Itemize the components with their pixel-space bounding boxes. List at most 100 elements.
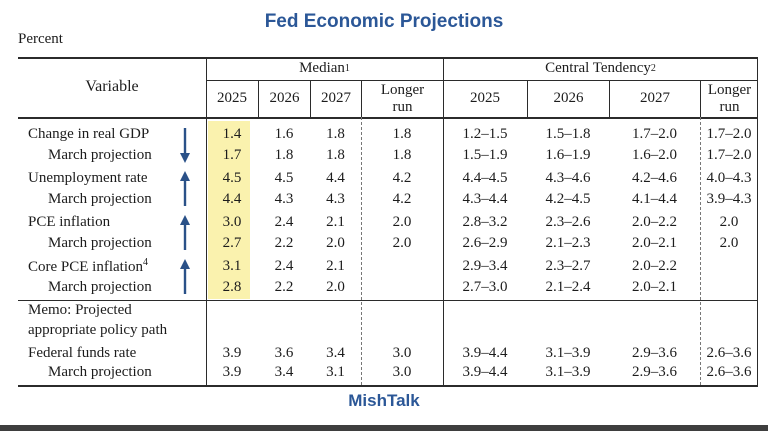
central-year-2027-header: 2027 [609, 80, 700, 117]
table-row: March projection 3.9 3.4 3.1 3.0 3.9–4.4… [18, 363, 758, 382]
table-row: Federal funds rate 3.9 3.6 3.4 3.0 3.9–4… [18, 344, 758, 363]
cell: 2.0–2.2 [632, 214, 677, 230]
variable-label: March projection [48, 191, 152, 207]
variable-label: March projection [48, 147, 152, 163]
gdp-group: Change in real GDP 1.4 1.6 1.8 1.8 1.2–1… [18, 124, 758, 166]
cell: 2.0 [392, 235, 412, 251]
cell: 3.0 [392, 364, 412, 380]
cell: 2.8 [222, 279, 242, 295]
variable-label: March projection [48, 364, 152, 380]
trend-up-icon [180, 171, 190, 206]
core-pce-inflation-group: Core PCE inflation4 3.1 2.4 2.1 2.9–3.4 … [18, 256, 758, 298]
cell: 2.0 [392, 214, 412, 230]
variable-label: Change in real GDP [28, 126, 150, 142]
unemployment-group: Unemployment rate 4.5 4.5 4.4 4.2 4.4–4.… [18, 168, 758, 210]
variable-label: Federal funds rate [28, 345, 137, 361]
trend-up-icon [180, 215, 190, 250]
footer-brand: MishTalk [348, 391, 420, 410]
table-row: March projection 2.7 2.2 2.0 2.0 2.6–2.9… [18, 233, 758, 254]
central-year-2025-header: 2025 [470, 90, 500, 106]
cell: 2.2 [274, 235, 294, 251]
cell: 2.6–3.6 [706, 364, 752, 380]
cell: 1.8 [392, 126, 412, 142]
table-body: Change in real GDP 1.4 1.6 1.8 1.8 1.2–1… [18, 119, 758, 382]
cell: 2.3–2.7 [545, 258, 591, 274]
median-footnote: 1 [344, 63, 350, 74]
federal-funds-group: Federal funds rate 3.9 3.6 3.4 3.0 3.9–4… [18, 344, 758, 382]
cell: 1.8 [274, 147, 294, 163]
cell: 4.2–4.5 [545, 191, 591, 207]
cell: 1.5–1.9 [462, 147, 508, 163]
variable-column-divider [206, 57, 207, 385]
cell: 2.1–2.4 [545, 279, 591, 295]
median-year-2027-header: 2027 [310, 80, 361, 117]
cell: 2.9–3.6 [632, 345, 677, 361]
cell: 2.0 [326, 279, 345, 295]
cell: 1.2–1.5 [462, 126, 508, 142]
table-row: March projection 1.7 1.8 1.8 1.8 1.5–1.9… [18, 145, 758, 166]
variable-label: March projection [48, 235, 152, 251]
bottom-bar [0, 425, 768, 431]
cell: 2.0 [719, 214, 739, 230]
cell: 1.7–2.0 [706, 147, 752, 163]
trend-up-icon [180, 259, 190, 294]
cell: 2.1 [326, 214, 345, 230]
cell: 1.4 [222, 126, 242, 142]
cell: 3.9 [222, 364, 242, 380]
cell: 3.9 [222, 345, 242, 361]
cell: 4.4 [326, 170, 345, 186]
table-row: March projection 2.8 2.2 2.0 2.7–3.0 2.1… [18, 277, 758, 298]
central-tendency-label: Central Tendency [545, 60, 651, 76]
cell: 4.5 [222, 170, 242, 186]
central-tendency-footnote: 2 [650, 63, 656, 74]
cell: 4.4–4.5 [462, 170, 508, 186]
cell: 4.3 [326, 191, 345, 207]
group-header-rule [206, 80, 758, 81]
cell: 4.5 [274, 170, 294, 186]
central-year-2026-header: 2026 [527, 80, 609, 117]
cell: 3.1–3.9 [545, 364, 591, 380]
cell: 4.2–4.6 [632, 170, 677, 186]
projections-table: Variable Median 1 Central Tendency 2 2025 … [18, 57, 758, 387]
cell: 2.3–2.6 [545, 214, 591, 230]
cell: 4.2 [392, 191, 412, 207]
median-longer-run-dashed-divider [361, 117, 362, 385]
page-title: Fed Economic Projections [264, 11, 504, 32]
cell: 2.0–2.1 [632, 235, 677, 251]
cell: 4.4 [222, 191, 242, 207]
cell: 4.2 [392, 170, 412, 186]
cell: 3.1–3.9 [545, 345, 591, 361]
median-label: Median [299, 60, 345, 76]
variable-label: Core PCE inflation4 [28, 257, 148, 275]
pce-inflation-group: PCE inflation 3.0 2.4 2.1 2.0 2.8–3.2 2.… [18, 212, 758, 254]
central-longer-run-dashed-divider [700, 117, 701, 385]
trend-down-icon [180, 128, 190, 163]
cell: 3.1 [222, 258, 242, 274]
cell: 4.3 [274, 191, 294, 207]
cell: 2.6–2.9 [462, 235, 508, 251]
core-pce-footnote: 4 [143, 257, 148, 268]
table-row: Change in real GDP 1.4 1.6 1.8 1.8 1.2–1… [18, 124, 758, 145]
cell: 2.1–2.3 [545, 235, 591, 251]
memo-section: Memo: Projected appropriate policy path [18, 300, 758, 340]
cell: 1.6–1.9 [545, 147, 591, 163]
cell: 2.7 [222, 235, 242, 251]
cell: 3.9–4.4 [462, 345, 508, 361]
table-row: Memo: Projected [18, 300, 758, 320]
cell: 3.0 [222, 214, 242, 230]
table-row: Unemployment rate 4.5 4.5 4.4 4.2 4.4–4.… [18, 168, 758, 189]
cell: 3.1 [326, 364, 345, 380]
variable-header: Variable [85, 78, 139, 95]
table-row: Core PCE inflation4 3.1 2.4 2.1 2.9–3.4 … [18, 256, 758, 277]
median-year-2025-header: 2025 [217, 90, 247, 106]
cell: 1.6–2.0 [632, 147, 677, 163]
cell: 4.3–4.4 [462, 191, 508, 207]
cell: 2.6–3.6 [706, 345, 752, 361]
highlight-2025-median-column [208, 121, 250, 299]
memo-section-rule [18, 300, 758, 301]
cell: 3.4 [326, 345, 345, 361]
median-central-divider [443, 57, 444, 385]
variable-label: PCE inflation [28, 214, 111, 230]
cell: 1.8 [392, 147, 412, 163]
